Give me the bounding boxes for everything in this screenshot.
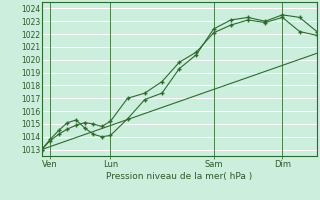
X-axis label: Pression niveau de la mer( hPa ): Pression niveau de la mer( hPa ) <box>106 172 252 181</box>
